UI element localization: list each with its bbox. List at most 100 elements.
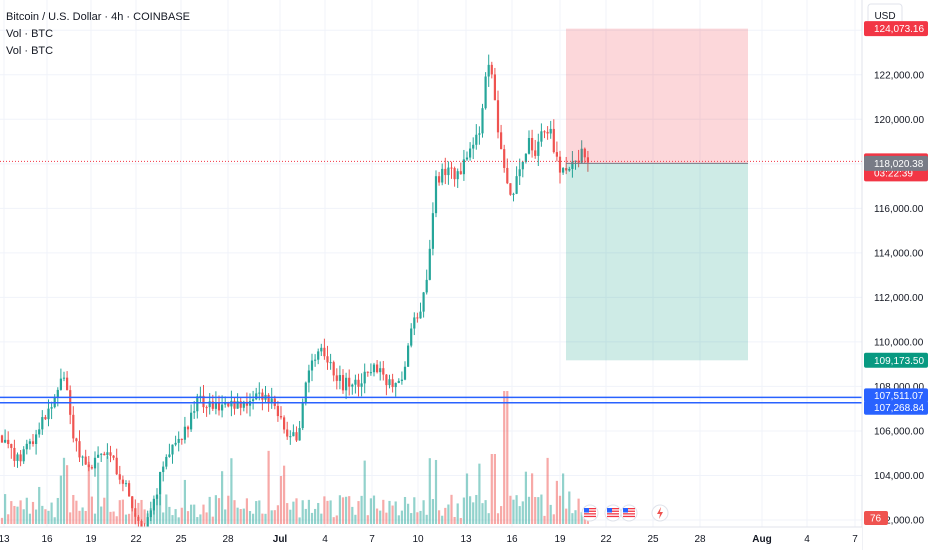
target-price-tag-label: 109,173.50 xyxy=(874,356,924,367)
volume-bar-183 xyxy=(568,491,571,524)
volume-bar-56 xyxy=(174,509,177,524)
flag-us-icon[interactable] xyxy=(581,504,599,522)
candle-body-145 xyxy=(450,167,453,169)
candle-body-127 xyxy=(394,382,397,388)
time-tick-1: 16 xyxy=(41,534,53,545)
candle-body-125 xyxy=(388,379,391,386)
stop-loss-zone[interactable] xyxy=(566,28,748,164)
take-profit-zone[interactable] xyxy=(566,163,748,361)
candle-body-41 xyxy=(128,483,131,497)
volume-bar-4 xyxy=(13,505,16,524)
flag-stripe xyxy=(584,510,596,512)
volume-bar-40 xyxy=(124,514,128,524)
price-tick-8: 104,000.00 xyxy=(874,471,924,482)
candle-body-151 xyxy=(469,148,472,158)
flag-us-icon[interactable] xyxy=(604,504,622,522)
candle-body-117 xyxy=(363,371,366,384)
candle-body-12 xyxy=(38,429,41,435)
candle-body-32 xyxy=(100,453,103,455)
candle-body-99 xyxy=(307,370,310,383)
candle-body-71 xyxy=(221,404,224,411)
candle-body-163 xyxy=(506,167,509,184)
time-tick-16: Aug xyxy=(752,534,771,545)
volume-bar-152 xyxy=(472,502,475,524)
candle-body-0 xyxy=(0,435,4,443)
candle-body-90 xyxy=(279,416,283,418)
candle-body-100 xyxy=(310,360,314,371)
candle-body-73 xyxy=(227,402,230,407)
volume-bar-143 xyxy=(444,507,447,524)
support-price-tag-1[interactable] xyxy=(864,400,928,415)
symbol-title[interactable]: Bitcoin / U.S. Dollar · 4h · COINBASE xyxy=(6,11,190,23)
candle-body-37 xyxy=(115,457,118,475)
candle-body-108 xyxy=(335,375,338,381)
candle-body-113 xyxy=(351,384,354,387)
volume-bar-141 xyxy=(438,510,441,524)
candle-body-112 xyxy=(348,377,351,387)
candle-body-154 xyxy=(478,133,481,135)
volume-indicator-label[interactable]: Vol · BTC xyxy=(6,28,54,40)
volume-bar-87 xyxy=(270,510,273,524)
volume-bar-173 xyxy=(537,497,540,524)
flag-stripe xyxy=(623,508,635,510)
flag-us-icon[interactable] xyxy=(620,504,638,522)
volume-bar-182 xyxy=(565,508,568,524)
candle-body-77 xyxy=(239,401,242,408)
target-price-tag[interactable] xyxy=(864,352,928,368)
candle-body-140 xyxy=(434,176,438,214)
time-tick-3: 22 xyxy=(130,534,142,545)
time-tick-7: 4 xyxy=(322,534,328,545)
volume-bar-66 xyxy=(205,512,208,524)
candle-body-138 xyxy=(428,248,431,280)
volume-bar-129 xyxy=(400,510,403,524)
volume-bar-43 xyxy=(134,512,137,524)
volume-bar-120 xyxy=(372,495,376,524)
candle-body-167 xyxy=(518,169,521,177)
price-axis[interactable] xyxy=(862,0,932,550)
candle-body-115 xyxy=(357,379,360,387)
candle-body-160 xyxy=(496,100,500,133)
volume-bar-8 xyxy=(25,497,28,524)
volume-bar-22 xyxy=(69,512,72,524)
flag-stripe xyxy=(607,508,619,510)
volume-bar-49 xyxy=(152,501,155,524)
candle-body-14 xyxy=(44,417,47,420)
candle-body-9 xyxy=(28,441,31,444)
volume-bar-158 xyxy=(490,454,493,524)
time-tick-8: 7 xyxy=(369,534,375,545)
stop-price-tag[interactable] xyxy=(864,21,928,37)
candle-body-120 xyxy=(372,364,376,373)
volume-bar-122 xyxy=(379,510,382,524)
candle-body-56 xyxy=(174,442,177,445)
candle-body-78 xyxy=(242,401,245,408)
candle-body-158 xyxy=(490,64,493,75)
candle-body-24 xyxy=(75,438,78,442)
candle-body-83 xyxy=(258,392,261,394)
candle-body-81 xyxy=(252,399,255,402)
volume-bar-28 xyxy=(87,461,90,524)
time-axis[interactable] xyxy=(0,527,862,550)
candle-body-4 xyxy=(13,447,16,461)
candle-body-15 xyxy=(47,408,50,420)
volume-indicator-label-2[interactable]: Vol · BTC xyxy=(6,45,54,57)
entry-price-tag-label: 118,020.38 xyxy=(874,159,924,170)
volume-bar-74 xyxy=(230,458,233,524)
support-price-tag-0[interactable] xyxy=(864,388,928,403)
volume-tag-label: 76 xyxy=(870,514,882,525)
volume-bar-172 xyxy=(534,497,537,524)
candle-body-143 xyxy=(444,168,447,176)
volume-bar-9 xyxy=(28,513,31,524)
time-tick-12: 19 xyxy=(554,534,566,545)
candle-body-34 xyxy=(106,452,109,456)
candle-body-182 xyxy=(565,168,568,171)
candle-body-45 xyxy=(140,520,143,529)
volume-bar-94 xyxy=(292,501,295,524)
candle-body-186 xyxy=(577,160,580,163)
volume-bar-48 xyxy=(149,508,152,524)
time-tick-13: 22 xyxy=(600,534,612,545)
entry-price-tag[interactable] xyxy=(864,155,928,171)
volume-bar-131 xyxy=(407,503,410,524)
candle-body-79 xyxy=(245,401,248,406)
